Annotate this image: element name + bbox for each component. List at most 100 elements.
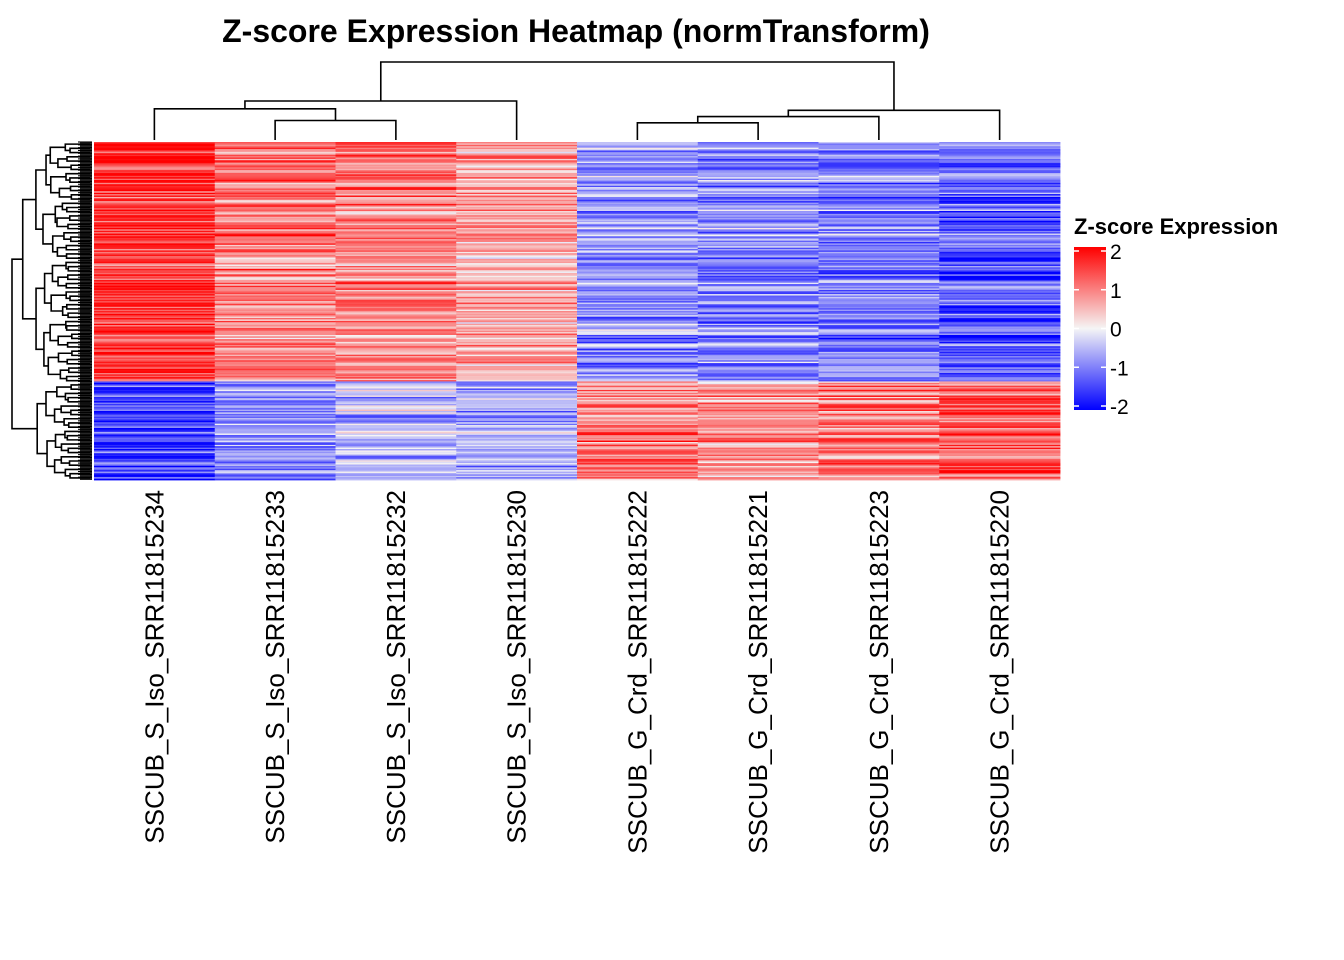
heatmap-cell xyxy=(456,472,578,475)
heatmap-cell xyxy=(214,282,336,285)
heatmap-cell xyxy=(697,303,819,306)
heatmap-cell xyxy=(577,260,699,263)
heatmap-cell xyxy=(577,339,699,341)
heatmap-cell xyxy=(456,215,578,218)
heatmap-row xyxy=(94,467,1061,470)
heatmap-cell xyxy=(697,168,819,171)
heatmap-cell xyxy=(818,364,940,367)
heatmap-cell xyxy=(456,301,578,303)
heatmap-cell xyxy=(335,384,457,387)
heatmap-cell xyxy=(94,191,216,194)
heatmap-cell xyxy=(94,332,216,334)
heatmap-cell xyxy=(577,272,699,275)
heatmap-cell xyxy=(939,144,1061,147)
heatmap-cell xyxy=(335,205,457,208)
heatmap-cell xyxy=(94,391,216,394)
heatmap-cell xyxy=(939,146,1061,149)
heatmap-row xyxy=(94,274,1061,277)
heatmap-cell xyxy=(818,189,940,192)
heatmap-cell xyxy=(456,306,578,309)
heatmap-cell xyxy=(818,219,940,222)
heatmap-cell xyxy=(214,168,336,171)
heatmap-cell xyxy=(214,454,336,457)
heatmap-cell xyxy=(939,143,1061,146)
heatmap-cell xyxy=(214,170,336,172)
heatmap-cell xyxy=(456,464,578,467)
heatmap-cell xyxy=(335,157,457,160)
heatmap-cell xyxy=(697,368,819,371)
heatmap-cell xyxy=(456,478,578,481)
heatmap-cell xyxy=(697,382,819,385)
heatmap-cell xyxy=(939,227,1061,230)
heatmap-row xyxy=(94,165,1061,168)
heatmap-cell xyxy=(577,277,699,280)
heatmap-cell xyxy=(577,188,699,191)
heatmap-row xyxy=(94,320,1061,323)
heatmap-cell xyxy=(939,375,1061,378)
heatmap-cell xyxy=(456,333,578,336)
heatmap-cell xyxy=(94,315,216,318)
heatmap-row xyxy=(94,477,1061,479)
heatmap-cell xyxy=(456,418,578,420)
heatmap-cell xyxy=(456,229,578,232)
heatmap-cell xyxy=(94,196,216,199)
heatmap-cell xyxy=(577,295,699,298)
heatmap-cell xyxy=(335,470,457,472)
heatmap-cell xyxy=(456,202,578,205)
heatmap-cell xyxy=(335,461,457,464)
heatmap-row xyxy=(94,294,1061,296)
heatmap-cell xyxy=(939,312,1061,315)
heatmap-cell xyxy=(214,451,336,454)
heatmap-cell xyxy=(335,403,457,406)
heatmap-cell xyxy=(939,458,1061,461)
heatmap-cell xyxy=(214,420,336,423)
heatmap-cell xyxy=(577,406,699,409)
heatmap-cell xyxy=(214,277,336,280)
heatmap-cell xyxy=(456,256,578,258)
heatmap-cell xyxy=(577,267,699,270)
heatmap-cell xyxy=(335,277,457,280)
heatmap-cell xyxy=(697,199,819,202)
heatmap-cell xyxy=(818,196,940,199)
heatmap-cell xyxy=(697,396,819,399)
heatmap-cell xyxy=(697,316,819,319)
heatmap-cell xyxy=(456,340,578,343)
heatmap-cell xyxy=(456,413,578,416)
heatmap-cell xyxy=(818,147,940,150)
heatmap-cell xyxy=(697,253,819,256)
heatmap-cell xyxy=(214,308,336,310)
heatmap-cell xyxy=(456,323,578,326)
heatmap-cell xyxy=(697,326,819,329)
heatmap-cell xyxy=(939,305,1061,308)
heatmap-cell xyxy=(818,434,940,437)
heatmap-cell xyxy=(818,296,940,299)
heatmap-row xyxy=(94,471,1061,474)
heatmap-cell xyxy=(335,471,457,474)
heatmap-cell xyxy=(456,403,578,406)
heatmap-cell xyxy=(697,218,819,220)
heatmap-row xyxy=(94,303,1061,306)
heatmap-cell xyxy=(214,303,336,306)
heatmap-cell xyxy=(94,416,216,419)
heatmap-row xyxy=(94,398,1061,401)
heatmap-cell xyxy=(939,471,1061,474)
heatmap-cell xyxy=(214,285,336,288)
heatmap-cell xyxy=(939,316,1061,319)
heatmap-cell xyxy=(214,437,336,440)
heatmap-row xyxy=(94,423,1061,426)
heatmap-cell xyxy=(577,202,699,205)
heatmap-cell xyxy=(94,354,216,357)
row-dendrogram-branch xyxy=(63,417,90,426)
heatmap-cell xyxy=(94,454,216,457)
heatmap-cell xyxy=(94,457,216,460)
heatmap-cell xyxy=(335,429,457,432)
heatmap-row xyxy=(94,230,1061,233)
heatmap-row xyxy=(94,216,1061,219)
heatmap-cell xyxy=(335,240,457,243)
heatmap-cell xyxy=(335,454,457,457)
heatmap-cell xyxy=(335,203,457,206)
heatmap-cell xyxy=(94,370,216,372)
heatmap-cell xyxy=(94,219,216,222)
heatmap-cell xyxy=(214,395,336,398)
heatmap-cell xyxy=(577,440,699,443)
